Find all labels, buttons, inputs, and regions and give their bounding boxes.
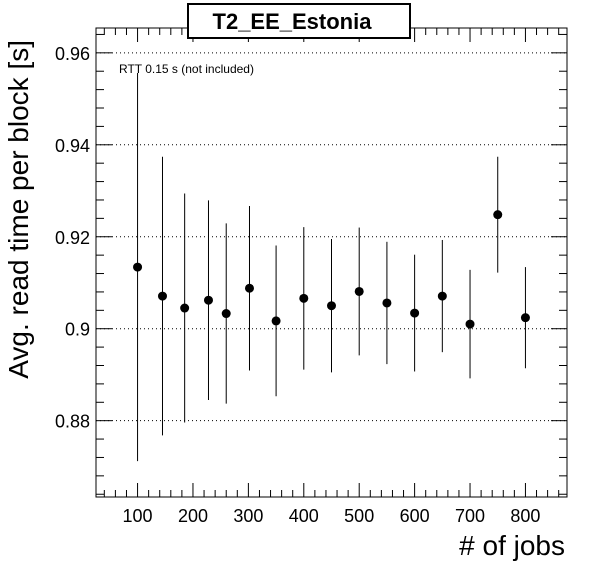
annotation-text: RTT 0.15 s (not included)	[119, 62, 254, 76]
data-point	[157, 291, 167, 301]
data-point	[221, 309, 231, 319]
data-point	[203, 295, 213, 305]
x-tick-label: 800	[510, 506, 540, 526]
data-point	[133, 262, 143, 272]
y-tick-label: 0.96	[55, 44, 90, 64]
data-points	[133, 73, 530, 462]
x-tick-label: 200	[178, 506, 208, 526]
data-point	[327, 301, 336, 311]
y-tick-labels: 0.88 0.9 0.92 0.94 0.96	[55, 44, 90, 432]
x-tick-label: 100	[123, 506, 153, 526]
x-tick-label: 300	[233, 506, 263, 526]
data-point	[354, 286, 364, 296]
x-tick-labels: 100 200 300 400 500 600 700 800	[123, 506, 541, 526]
x-tick-label: 400	[289, 506, 319, 526]
y-tick-label: 0.9	[65, 320, 90, 340]
data-point	[410, 308, 420, 318]
data-point	[271, 316, 281, 326]
y-tick-label: 0.92	[55, 228, 90, 248]
y-axis-title: Avg. read time per block [s]	[3, 40, 34, 379]
y-tick-label: 0.88	[55, 412, 90, 432]
y-tick-label: 0.94	[55, 136, 90, 156]
data-point	[382, 298, 392, 308]
data-point	[244, 283, 254, 293]
data-point	[493, 210, 503, 220]
x-tick-label: 500	[344, 506, 374, 526]
data-point	[299, 293, 309, 303]
chart-title: T2_EE_Estonia	[213, 9, 373, 34]
x-axis-title: # of jobs	[459, 530, 565, 561]
data-point	[465, 319, 475, 329]
data-point	[520, 313, 530, 323]
data-point	[180, 303, 190, 313]
x-tick-label: 600	[400, 506, 430, 526]
grid	[96, 52, 567, 422]
title-box	[187, 3, 411, 39]
x-tick-label: 700	[455, 506, 485, 526]
data-point	[437, 291, 447, 301]
